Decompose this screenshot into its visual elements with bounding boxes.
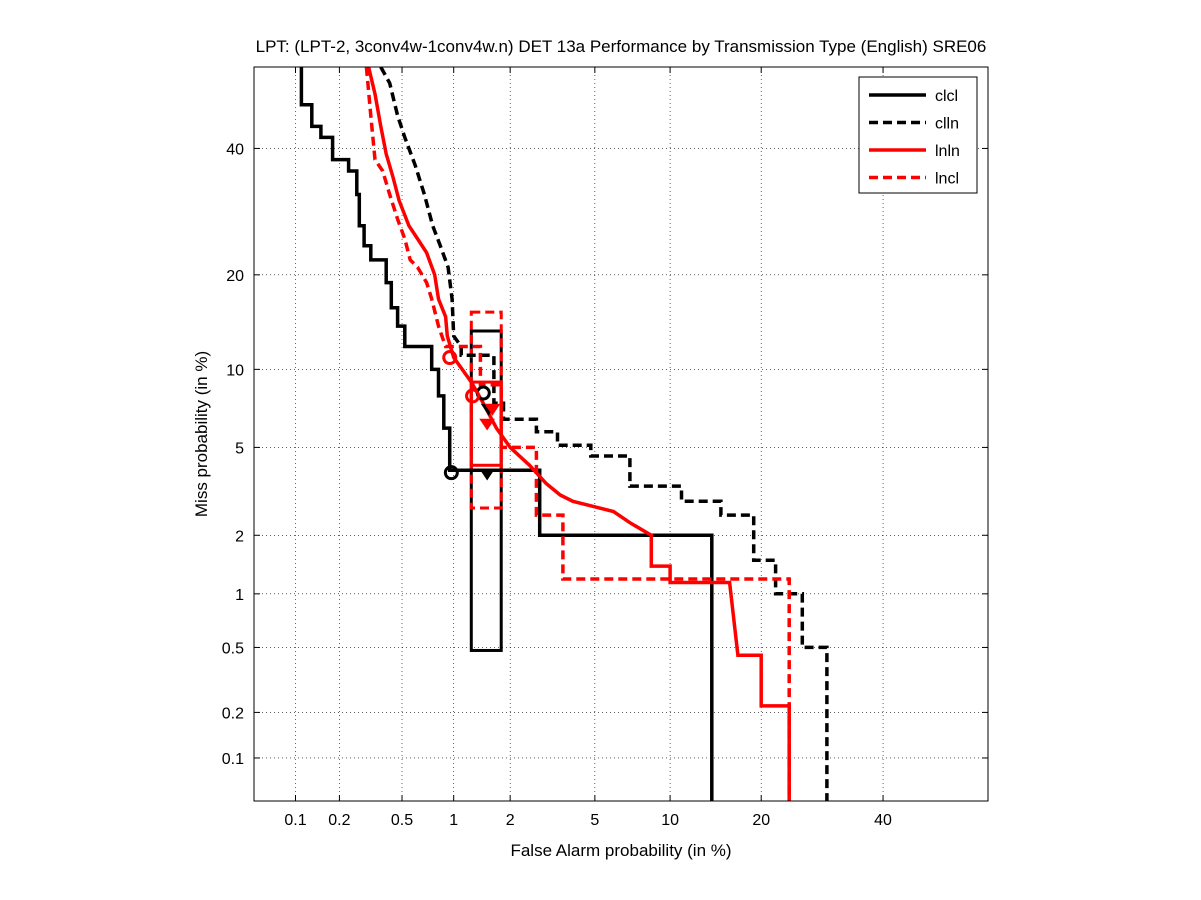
det-curve-clcl [299, 67, 714, 801]
min-dcf-marker-clcl [443, 465, 459, 481]
min-dcf-marker-lnln [465, 388, 481, 404]
actual-dcf-marker-lnln [479, 418, 496, 431]
y-tick-label: 20 [226, 268, 244, 285]
det-curve-clln [379, 67, 829, 801]
det-curve-lnln [366, 67, 791, 801]
x-tick-label: 40 [874, 812, 892, 829]
y-axis-ticks: 0.1 0.2 0.5 1 2 5 10 20 40 [222, 141, 988, 768]
y-tick-label: 5 [235, 440, 244, 457]
y-tick-label: 0.1 [222, 751, 244, 768]
y-tick-label: 0.5 [222, 640, 244, 657]
x-tick-label: 2 [506, 812, 515, 829]
chart-title: LPT: (LPT-2, 3conv4w-1conv4w.n) DET 13a … [256, 37, 987, 56]
x-tick-label: 1 [449, 812, 458, 829]
x-axis-ticks: 0.1 0.2 0.5 1 2 5 10 20 40 [284, 67, 892, 829]
y-tick-label: 1 [235, 587, 244, 604]
legend-label-clln: clln [935, 116, 959, 133]
y-tick-label: 10 [226, 362, 244, 379]
y-axis-label: Miss probability (in %) [192, 351, 211, 517]
x-tick-label: 0.5 [391, 812, 413, 829]
legend-label-lncl: lncl [935, 171, 959, 188]
x-tick-label: 0.1 [284, 812, 306, 829]
legend-label-clcl: clcl [935, 88, 958, 105]
x-tick-label: 20 [752, 812, 770, 829]
x-tick-label: 0.2 [328, 812, 350, 829]
dcf-markers [442, 350, 501, 481]
legend-label-lnln: lnln [935, 143, 960, 160]
axes-frame [253, 66, 989, 802]
y-tick-label: 2 [235, 528, 244, 545]
x-tick-label: 10 [661, 812, 679, 829]
x-axis-label: False Alarm probability (in %) [510, 841, 731, 860]
det-curves [299, 67, 829, 801]
y-tick-label: 40 [226, 141, 244, 158]
legend: clcl clln lnln lncl [858, 76, 978, 194]
actual-dcf-marker-clcl [479, 468, 496, 481]
min-dcf-marker-lncl [442, 350, 458, 366]
actual-dcf-marker-lncl [484, 403, 501, 416]
x-tick-label: 5 [590, 812, 599, 829]
det-curve-lncl [364, 67, 791, 801]
y-tick-label: 0.2 [222, 705, 244, 722]
